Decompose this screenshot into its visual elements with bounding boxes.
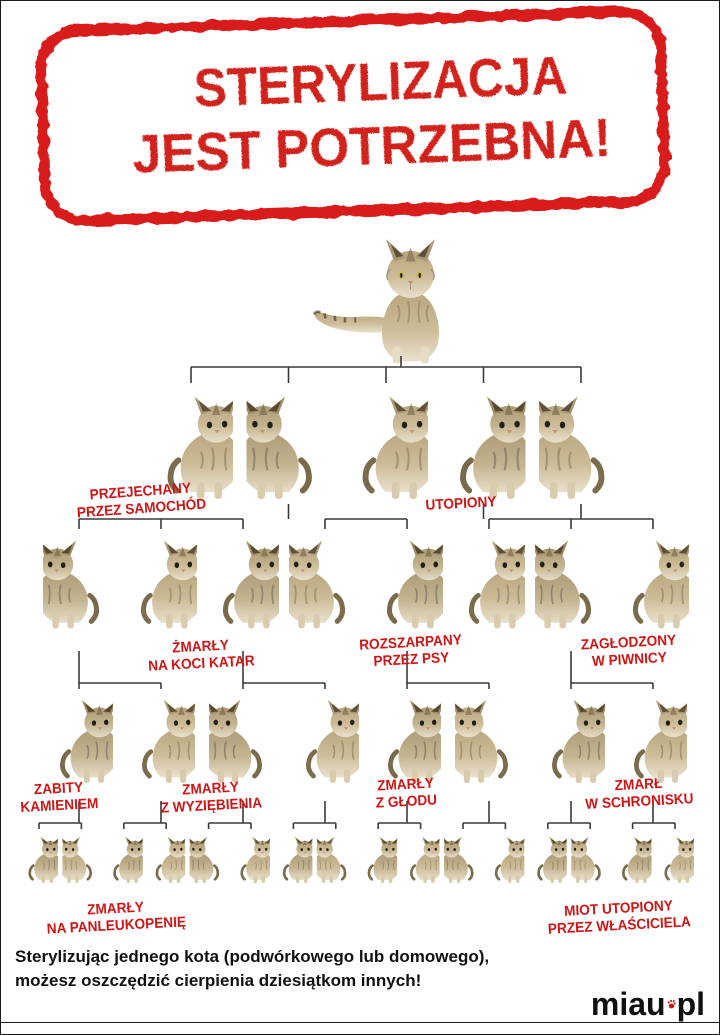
svg-text:JEST POTRZEBNA!: JEST POTRZEBNA! [132,108,613,185]
svg-text:STERYLIZACJA: STERYLIZACJA [193,45,568,118]
